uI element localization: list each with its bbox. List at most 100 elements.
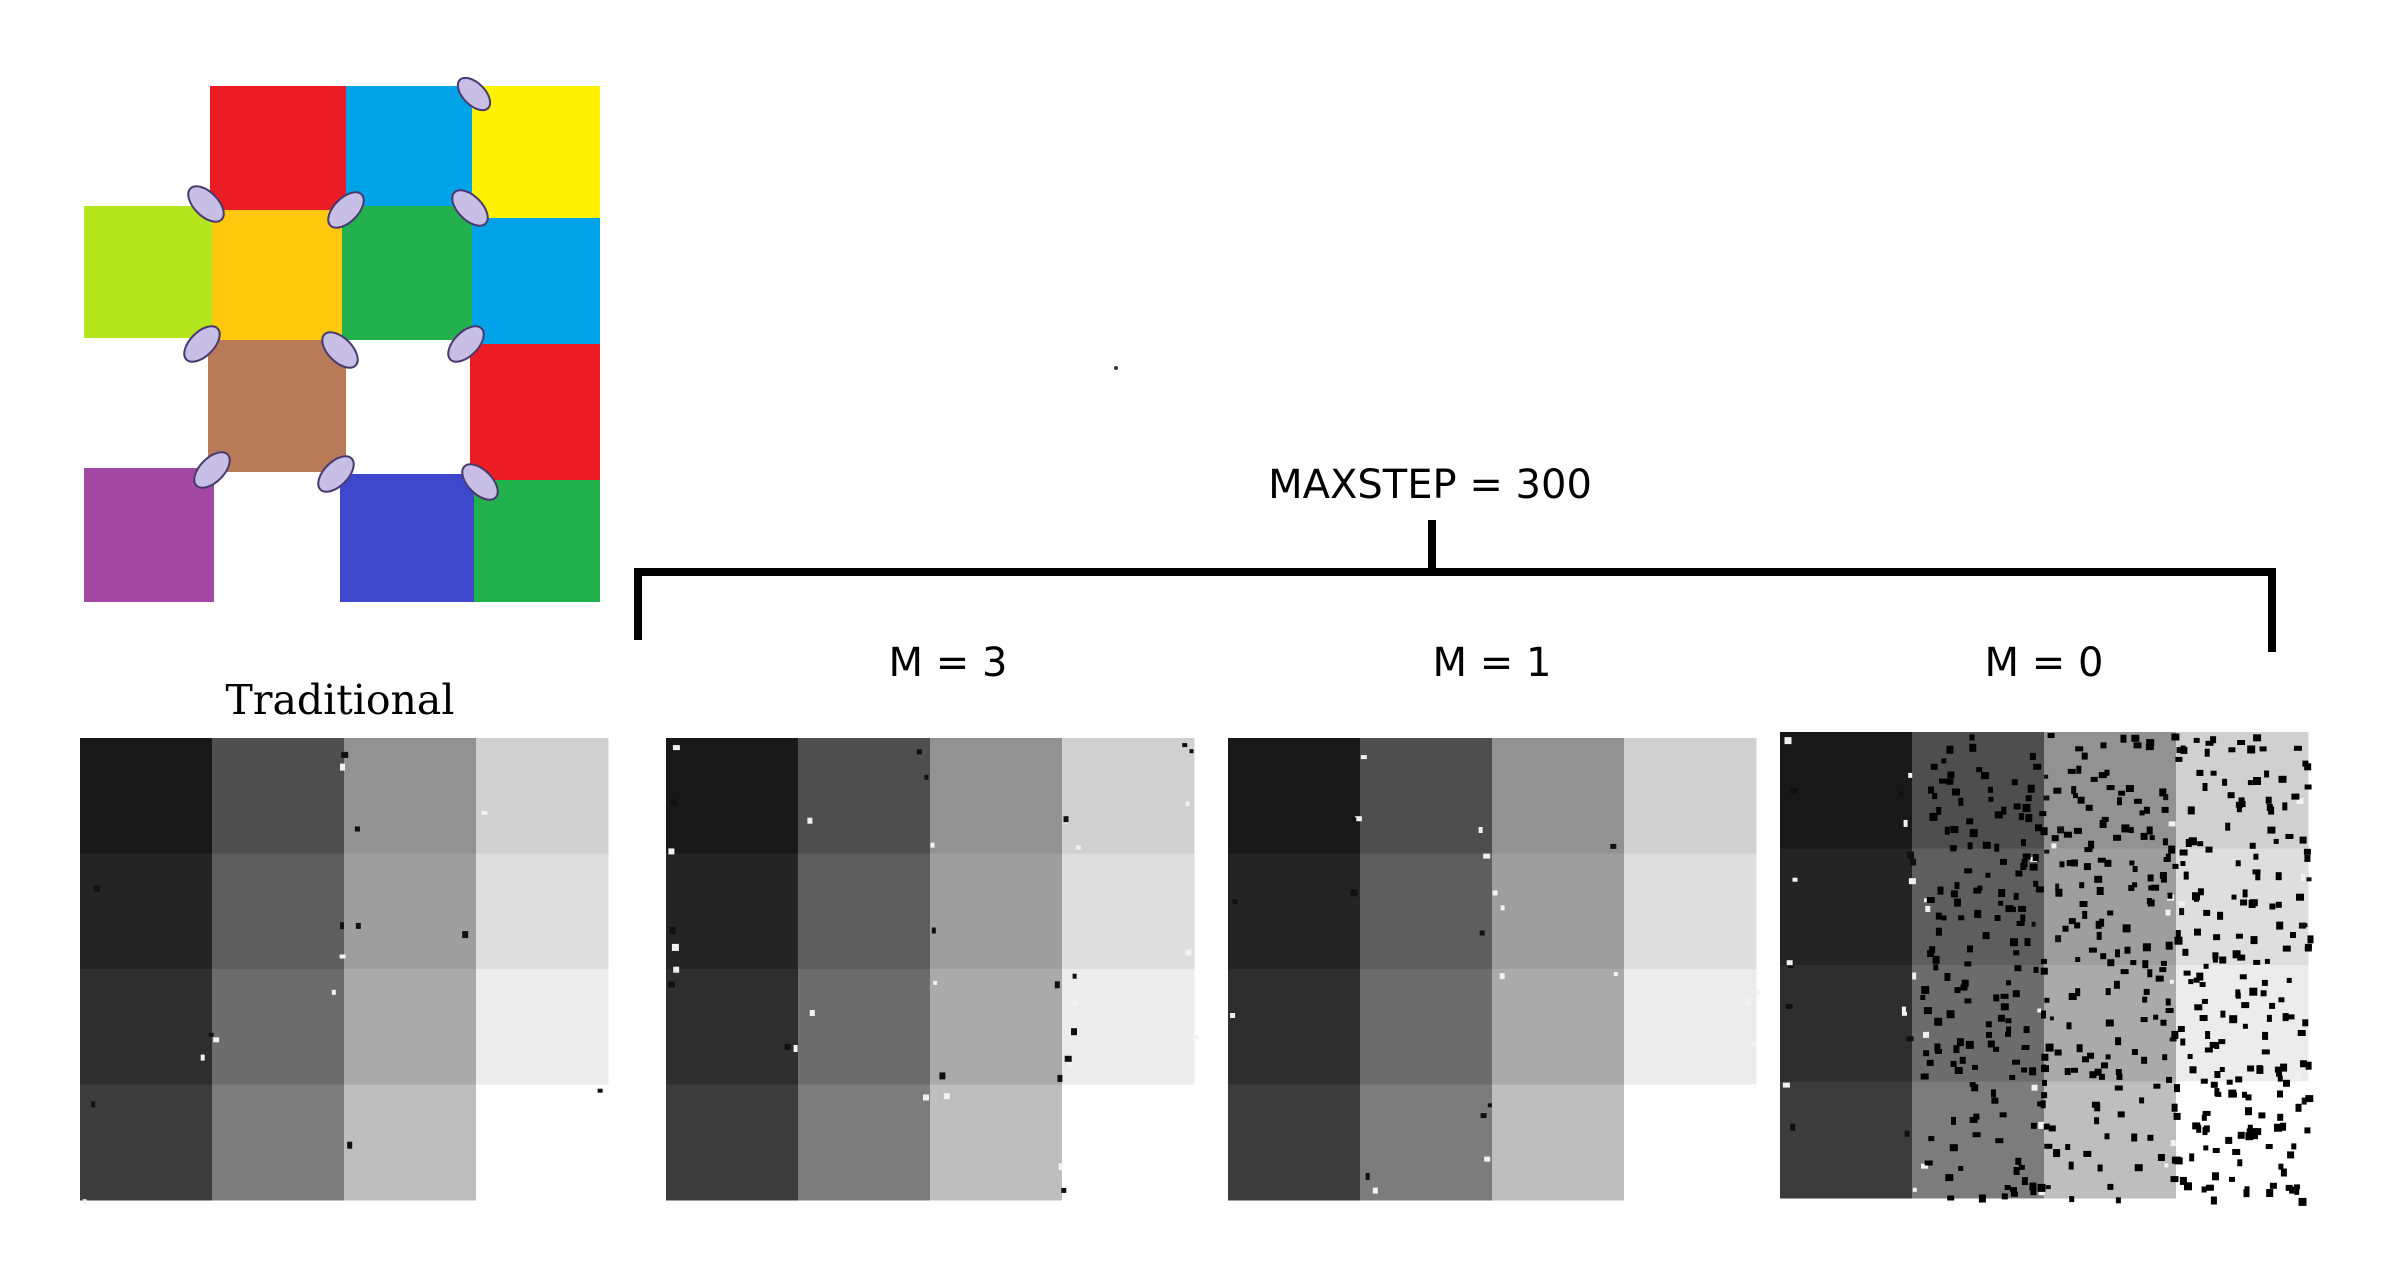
noise-speck <box>2161 806 2169 813</box>
noise-speck <box>1994 811 2003 819</box>
cell-lime <box>84 206 214 338</box>
noise-speck <box>2141 1056 2148 1064</box>
noise-speck <box>2278 997 2285 1003</box>
noise-speck <box>2104 1133 2110 1140</box>
noise-speck <box>2035 824 2042 832</box>
noise-speck <box>2131 1133 2138 1142</box>
noise-speck <box>2094 875 2103 883</box>
noise-speck <box>1903 819 1908 827</box>
noise-speck <box>1947 771 1955 779</box>
noise-speck <box>1484 1156 1491 1162</box>
noise-speck <box>2304 943 2312 949</box>
noise-speck <box>2217 911 2224 920</box>
noise-speck <box>1954 987 1961 994</box>
noise-speck <box>2084 847 2093 853</box>
noise-speck <box>2228 1089 2237 1098</box>
noise-speck <box>916 749 922 755</box>
gray-cell <box>344 853 477 970</box>
noise-speck <box>2213 934 2221 941</box>
noise-speck <box>2008 906 2016 912</box>
noise-speck <box>2115 1197 2121 1204</box>
noise-speck <box>2147 1134 2154 1141</box>
noise-speck <box>2194 1004 2203 1011</box>
gray-cell <box>2044 1081 2177 1199</box>
noise-speck <box>2170 1140 2176 1147</box>
noise-speck <box>2035 886 2044 893</box>
noise-speck <box>2232 1149 2241 1155</box>
noise-speck <box>2095 920 2102 929</box>
noise-speck <box>2201 1186 2207 1193</box>
noise-speck <box>1987 1040 1995 1048</box>
noise-speck <box>1925 905 1931 912</box>
noise-speck <box>2306 877 2312 882</box>
noise-speck <box>2299 836 2307 844</box>
noise-speck <box>2068 918 2076 925</box>
cell-green-bottom <box>474 480 600 602</box>
noise-speck <box>2040 827 2048 836</box>
noise-speck <box>2169 979 2174 984</box>
noise-speck <box>2096 887 2104 895</box>
noise-speck <box>2082 910 2088 919</box>
gray-cell <box>212 853 345 970</box>
noise-speck <box>2287 1014 2295 1020</box>
noise-speck <box>1949 1144 1958 1152</box>
noise-speck <box>2085 804 2093 811</box>
noise-speck <box>2120 969 2129 975</box>
noise-speck <box>2071 786 2077 795</box>
noise-speck <box>2033 880 2039 887</box>
noise-speck <box>2044 849 2050 854</box>
noise-speck <box>2021 859 2028 868</box>
marker <box>451 189 489 227</box>
gray-cell <box>1062 969 1195 1085</box>
noise-speck <box>1782 1082 1790 1088</box>
noise-speck <box>2044 997 2050 1003</box>
noise-speck <box>1961 979 1969 987</box>
noise-speck <box>2104 859 2112 867</box>
noise-speck <box>2142 996 2148 1003</box>
noise-speck <box>1993 1046 2000 1052</box>
noise-speck <box>2122 924 2131 933</box>
panel-m0 <box>1780 732 2314 1206</box>
noise-speck <box>2268 806 2275 815</box>
noise-speck <box>2175 756 2183 762</box>
noise-speck <box>2235 1076 2243 1083</box>
gray-cell <box>344 1084 477 1201</box>
noise-speck <box>2115 1069 2122 1075</box>
noise-speck <box>2105 1054 2111 1060</box>
noise-speck <box>2051 843 2057 849</box>
noise-speck <box>2289 1186 2295 1194</box>
noise-speck <box>2199 982 2206 987</box>
noise-speck <box>2205 740 2214 746</box>
noise-speck <box>2210 1081 2218 1088</box>
noise-speck <box>1924 1160 1933 1166</box>
noise-speck <box>2167 892 2173 899</box>
noise-speck <box>2029 863 2038 871</box>
noise-speck <box>2021 839 2026 847</box>
noise-speck <box>2044 1143 2053 1149</box>
noise-speck <box>1906 1036 1914 1042</box>
noise-speck <box>1982 932 1990 940</box>
noise-speck <box>2054 1049 2062 1056</box>
noise-speck <box>2076 765 2082 774</box>
noise-speck <box>2283 1079 2290 1087</box>
noise-speck <box>2015 870 2023 877</box>
noise-speck <box>1995 1138 2004 1144</box>
noise-speck <box>1185 949 1192 956</box>
noise-speck <box>2081 752 2088 760</box>
noise-speck <box>1790 1123 1796 1131</box>
gray-cell <box>80 1084 213 1201</box>
marker <box>447 325 485 363</box>
noise-speck <box>2189 1066 2197 1074</box>
noise-speck <box>2029 1067 2037 1076</box>
noise-speck <box>1986 1031 1992 1038</box>
noise-speck <box>1928 786 1934 794</box>
noise-speck <box>2139 810 2145 816</box>
noise-speck <box>1232 899 1238 905</box>
noise-speck <box>668 981 675 988</box>
noise-speck <box>1971 1084 1979 1092</box>
gray-cell <box>1360 969 1493 1085</box>
noise-speck <box>2176 747 2181 753</box>
noise-speck <box>1926 897 1935 903</box>
noise-speck <box>2116 1073 2123 1080</box>
gray-cell <box>212 1084 345 1201</box>
